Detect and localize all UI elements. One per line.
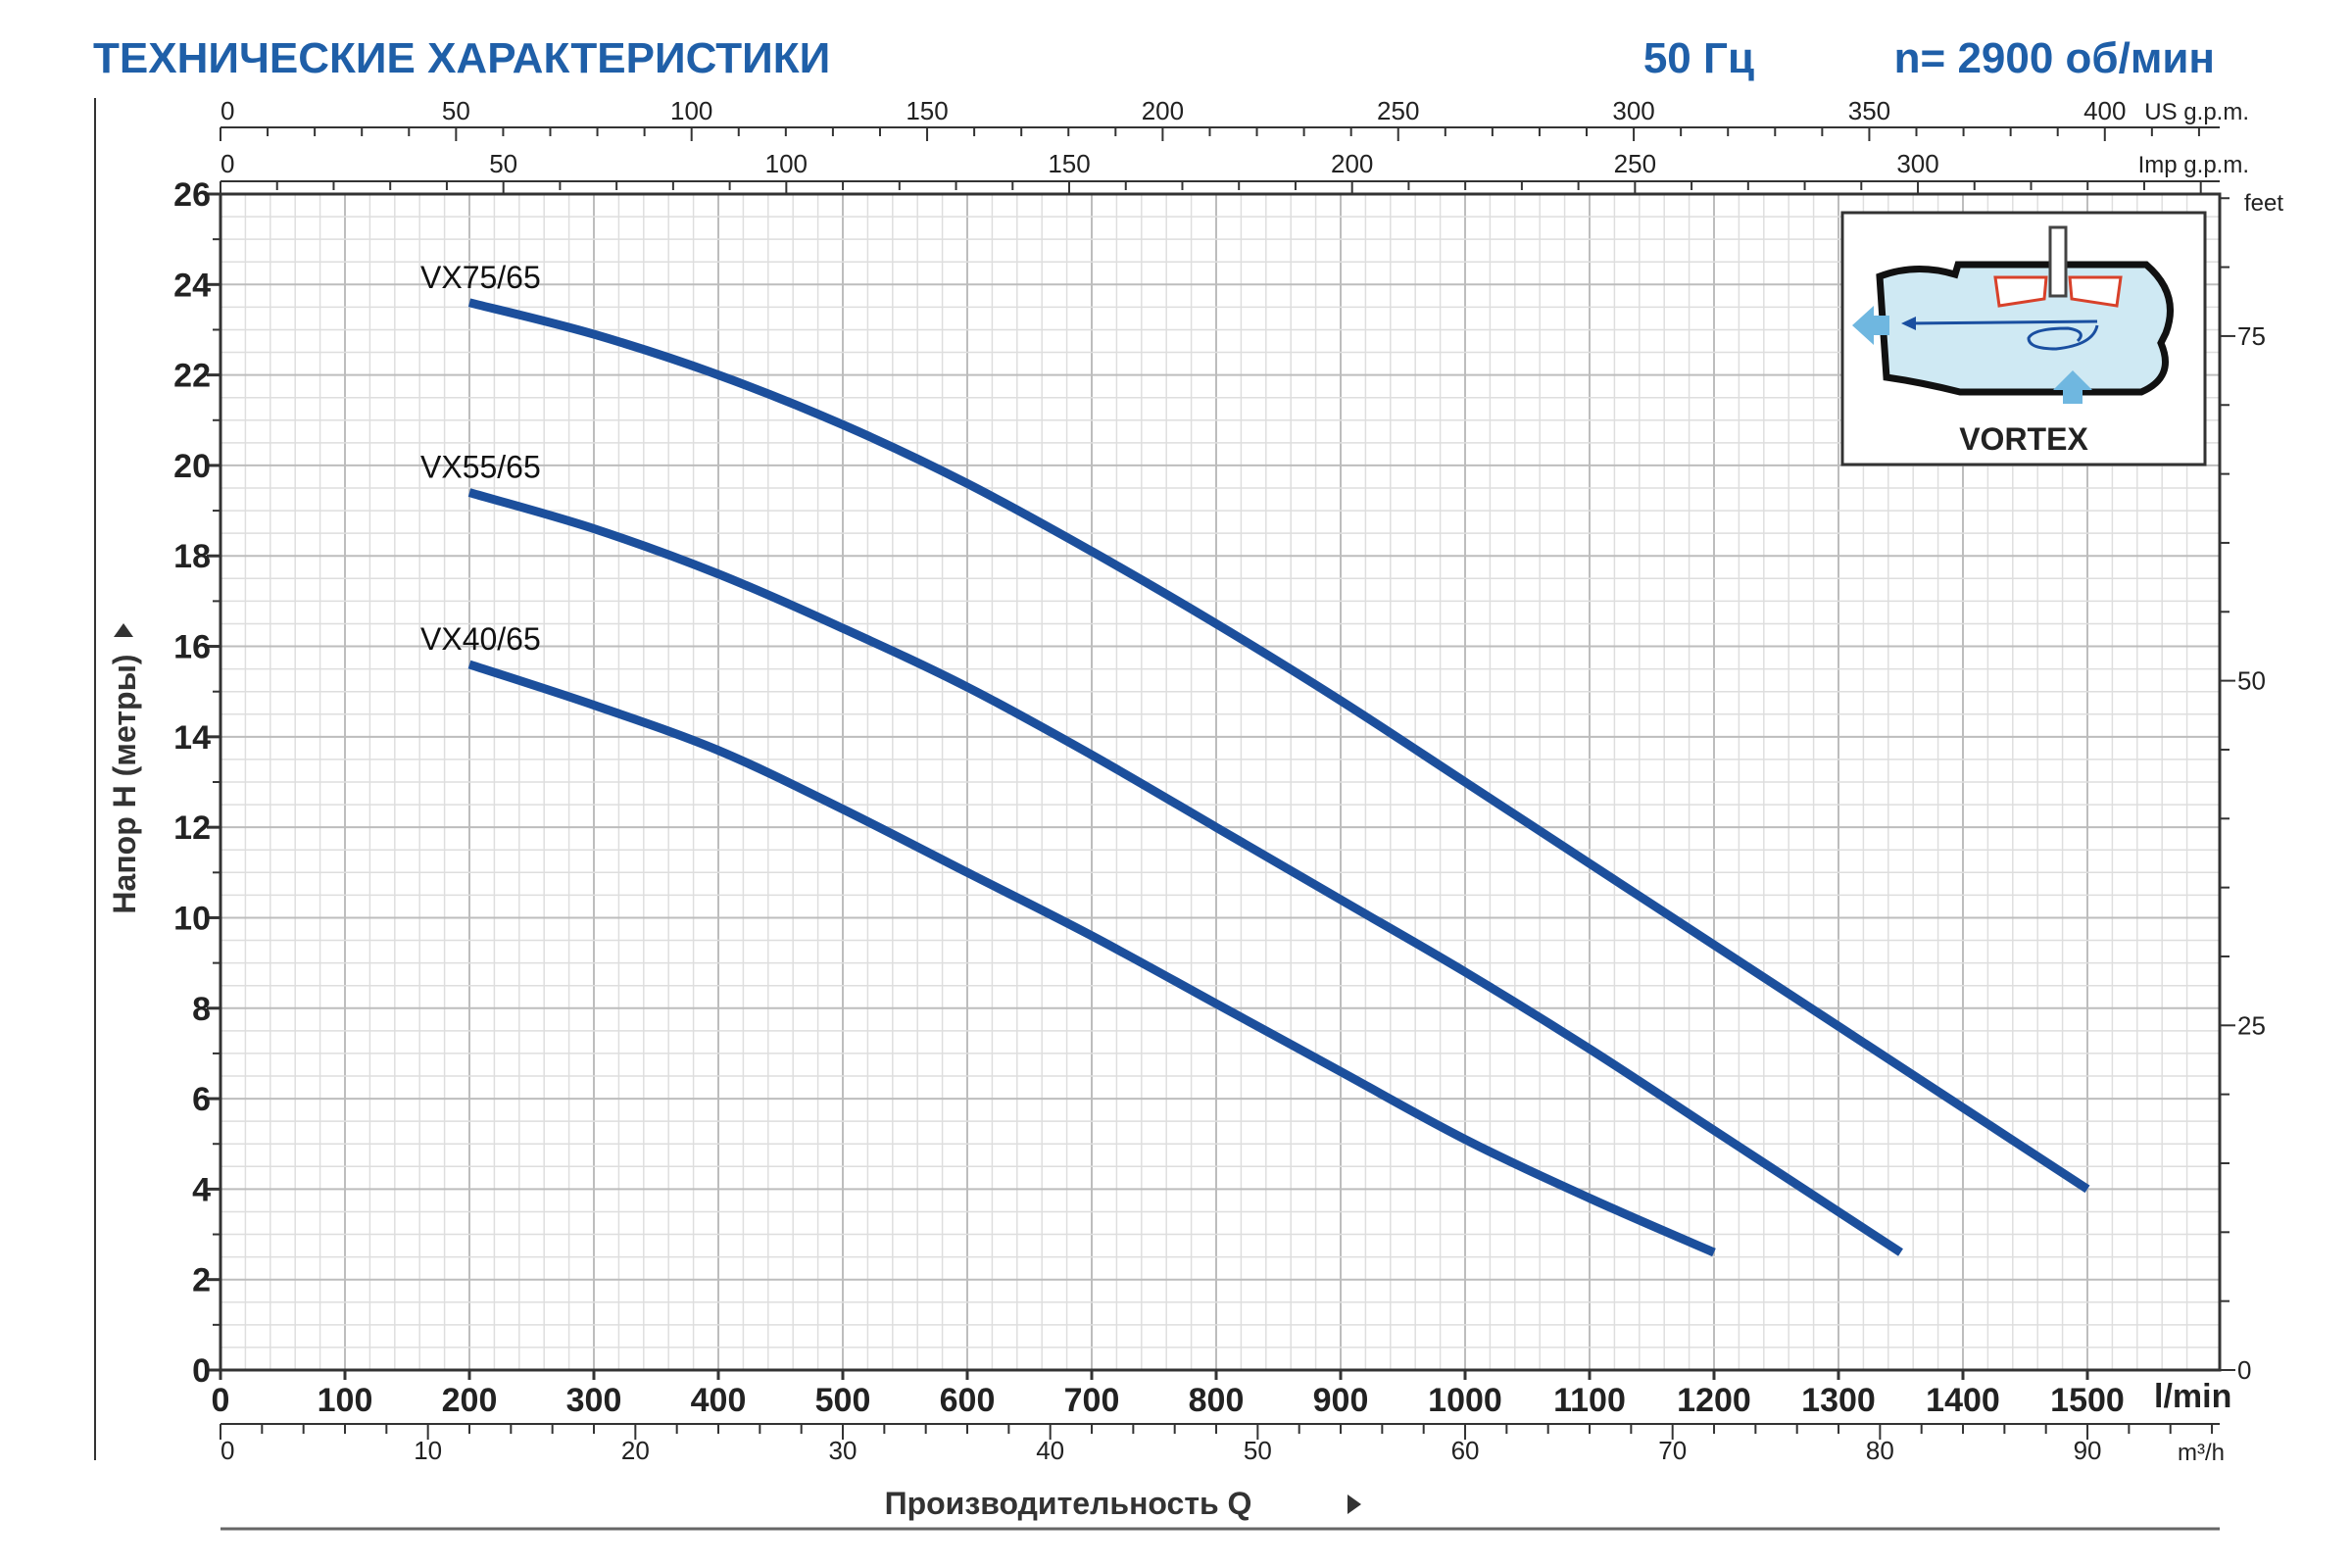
y-axis-title: Напор H (метры) [107,654,142,913]
tick-label: 50 [442,96,470,125]
tick-label: 350 [1848,96,1890,125]
tick-label: 0 [220,1436,234,1465]
curve-vx40-65 [467,660,1716,1257]
tick-label: 50 [489,149,517,178]
tick-label: 70 [1658,1436,1687,1465]
curve-vx75-65 [467,298,2090,1194]
m3h-axis: 0 10 20 30 40 50 60 70 80 90 [220,1423,2220,1465]
x-tick-label: 1300 [1801,1382,1876,1419]
imp-gpm-unit-label: Imp g.p.m. [2138,152,2249,178]
tick-label: 100 [670,96,712,125]
y-tick-label: 8 [192,991,211,1028]
y-tick-label: 2 [192,1262,211,1299]
tick-label: 75 [2237,321,2266,351]
x-tick-label: 1200 [1677,1382,1751,1419]
x-tick-label: 700 [1064,1382,1120,1419]
y-tick-label: 0 [192,1352,211,1390]
y-tick-label: 20 [173,448,211,485]
us-gpm-axis: 0 50 100 150 200 250 300 350 400 [220,96,2220,141]
tick-label: 300 [1612,96,1654,125]
curves: VX75/65 VX55/65 VX40/65 [420,260,2090,1257]
curve-vx55-65 [467,488,1903,1256]
vortex-inset: VORTEX [1840,211,2207,466]
tick-label: 0 [220,96,234,125]
grid [220,194,2220,1370]
x-tick-label: 1100 [1553,1382,1626,1419]
x-tick-label: 100 [318,1382,373,1419]
vortex-label: VORTEX [1959,421,2088,457]
x-tick-label: 0 [212,1382,230,1419]
frequency-label: 50 Гц [1643,34,1754,82]
curve-label-vx75-65: VX75/65 [420,260,541,295]
tick-label: 250 [1614,149,1656,178]
y-tick-label: 12 [173,809,211,847]
y-tick-label: 24 [173,267,211,304]
tick-label: 25 [2237,1010,2266,1040]
tick-label: 150 [906,96,948,125]
feet-axis: 0 25 50 75 [2220,197,2266,1385]
y-tick-label: 16 [173,629,211,666]
tick-label: 10 [414,1436,442,1465]
y-tick-label: 18 [173,538,211,575]
x-tick-label: 300 [566,1382,622,1419]
lmin-unit-label: l/min [2154,1378,2231,1415]
tick-label: 0 [220,149,234,178]
us-gpm-unit-label: US g.p.m. [2144,99,2249,125]
tick-label: 30 [829,1436,858,1465]
x-axis-arrow-icon [1348,1494,1361,1514]
x-tick-label: 900 [1313,1382,1369,1419]
x-tick-label: 500 [815,1382,871,1419]
y-axis-arrow-icon [114,623,133,637]
tick-label: 200 [1331,149,1373,178]
x-tick-label: 1500 [2050,1382,2125,1419]
tick-label: 250 [1377,96,1419,125]
tick-label: 60 [1451,1436,1480,1465]
y-tick-label: 4 [192,1171,211,1208]
y-tick-label: 14 [173,719,211,757]
tick-label: 40 [1036,1436,1064,1465]
y-tick-label: 26 [173,176,211,214]
tick-label: 150 [1048,149,1090,178]
vortex-pump-diagram-icon [1852,225,2174,404]
x-tick-label: 1000 [1428,1382,1502,1419]
x-axis-ticks-lmin: 0 100 200 300 400 500 600 700 800 900 1000 1100 1200… [212,1370,2125,1419]
feet-unit-label: feet [2244,190,2283,217]
x-tick-label: 400 [691,1382,747,1419]
x-tick-label: 600 [940,1382,996,1419]
y-tick-label: 22 [173,358,211,395]
tick-label: 400 [2083,96,2126,125]
x-tick-label: 1400 [1926,1382,2000,1419]
y-axis-title-group: Напор H (метры) [107,623,142,914]
tick-label: 0 [2237,1355,2251,1385]
y-tick-label: 6 [192,1081,211,1118]
imp-gpm-axis: 0 50 100 150 200 250 300 [220,149,2220,195]
tick-label: 90 [2074,1436,2102,1465]
m3h-unit-label: m³/h [2178,1440,2225,1466]
x-tick-label: 800 [1189,1382,1245,1419]
tick-label: 200 [1142,96,1184,125]
tick-label: 50 [2237,666,2266,696]
tick-label: 100 [765,149,808,178]
tick-label: 80 [1866,1436,1894,1465]
x-axis-title: Производительность Q [885,1486,1252,1521]
tick-label: 50 [1244,1436,1272,1465]
x-tick-label: 200 [442,1382,498,1419]
speed-label: n= 2900 об/мин [1894,34,2215,82]
curve-label-vx55-65: VX55/65 [420,450,541,485]
tick-label: 20 [621,1436,650,1465]
curve-label-vx40-65: VX40/65 [420,621,541,657]
y-tick-label: 10 [173,900,211,937]
tick-label: 300 [1896,149,1938,178]
chart-title: ТЕХНИЧЕСКИЕ ХАРАКТЕРИСТИКИ [93,34,830,82]
